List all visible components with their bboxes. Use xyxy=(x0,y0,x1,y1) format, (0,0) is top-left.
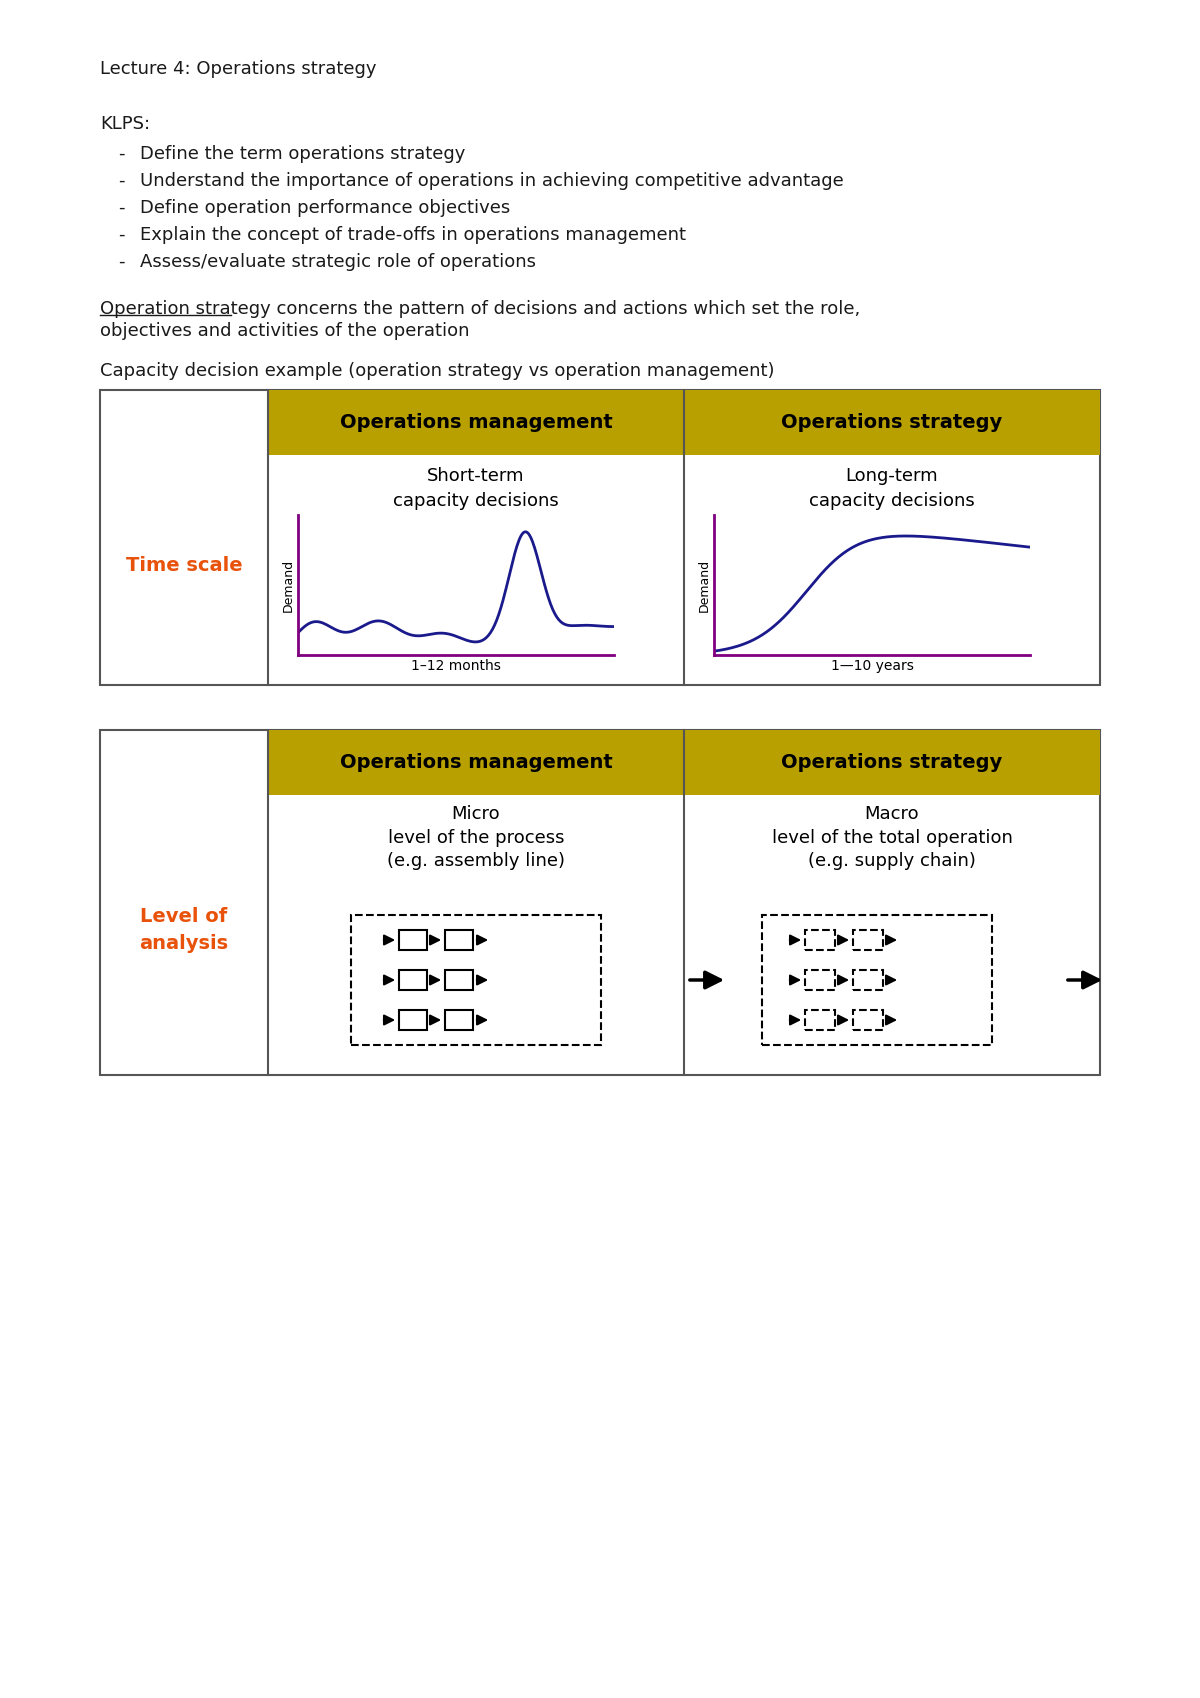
Text: Operations strategy: Operations strategy xyxy=(781,752,1003,773)
Bar xyxy=(853,931,883,949)
Bar xyxy=(352,915,601,1044)
Bar xyxy=(268,730,684,795)
Bar xyxy=(853,1010,883,1031)
Text: Capacity decision example (operation strategy vs operation management): Capacity decision example (operation str… xyxy=(100,362,774,380)
Bar xyxy=(100,391,1100,684)
Bar xyxy=(684,730,1100,795)
Bar xyxy=(805,970,835,990)
Text: Define operation performance objectives: Define operation performance objectives xyxy=(140,199,510,217)
Bar xyxy=(445,931,473,949)
Text: Level of
analysis: Level of analysis xyxy=(139,907,228,953)
Text: -: - xyxy=(118,253,125,272)
Text: Assess/evaluate strategic role of operations: Assess/evaluate strategic role of operat… xyxy=(140,253,536,272)
Text: -: - xyxy=(118,171,125,190)
Text: Short-term
capacity decisions: Short-term capacity decisions xyxy=(394,467,559,509)
Bar xyxy=(805,1010,835,1031)
Text: Operations management: Operations management xyxy=(340,752,612,773)
Text: Understand the importance of operations in achieving competitive advantage: Understand the importance of operations … xyxy=(140,171,844,190)
Bar xyxy=(398,1010,427,1031)
Bar xyxy=(762,915,992,1044)
Text: Lecture 4: Operations strategy: Lecture 4: Operations strategy xyxy=(100,59,377,78)
Text: Operation strategy concerns the pattern of decisions and actions which set the r: Operation strategy concerns the pattern … xyxy=(100,301,860,318)
Text: Macro
level of the total operation
(e.g. supply chain): Macro level of the total operation (e.g.… xyxy=(772,805,1013,869)
X-axis label: 1–12 months: 1–12 months xyxy=(412,659,500,672)
Text: Define the term operations strategy: Define the term operations strategy xyxy=(140,144,466,163)
Text: Long-term
capacity decisions: Long-term capacity decisions xyxy=(809,467,974,509)
Bar xyxy=(445,1010,473,1031)
Text: Operations management: Operations management xyxy=(340,413,612,431)
Bar xyxy=(398,970,427,990)
Text: -: - xyxy=(118,226,125,245)
Text: -: - xyxy=(118,199,125,217)
Text: Explain the concept of trade-offs in operations management: Explain the concept of trade-offs in ope… xyxy=(140,226,686,245)
Text: objectives and activities of the operation: objectives and activities of the operati… xyxy=(100,323,469,340)
Bar xyxy=(398,931,427,949)
Text: Micro
level of the process
(e.g. assembly line): Micro level of the process (e.g. assembl… xyxy=(386,805,565,869)
Text: -: - xyxy=(118,144,125,163)
Bar xyxy=(853,970,883,990)
Bar xyxy=(684,391,1100,455)
Bar xyxy=(100,730,1100,1075)
Y-axis label: Demand: Demand xyxy=(698,559,712,611)
Bar xyxy=(268,391,684,455)
Bar xyxy=(445,970,473,990)
X-axis label: 1—10 years: 1—10 years xyxy=(830,659,913,672)
Text: KLPS:: KLPS: xyxy=(100,115,150,132)
Y-axis label: Demand: Demand xyxy=(282,559,295,611)
Bar xyxy=(805,931,835,949)
Text: Operations strategy: Operations strategy xyxy=(781,413,1003,431)
Text: Time scale: Time scale xyxy=(126,555,242,574)
